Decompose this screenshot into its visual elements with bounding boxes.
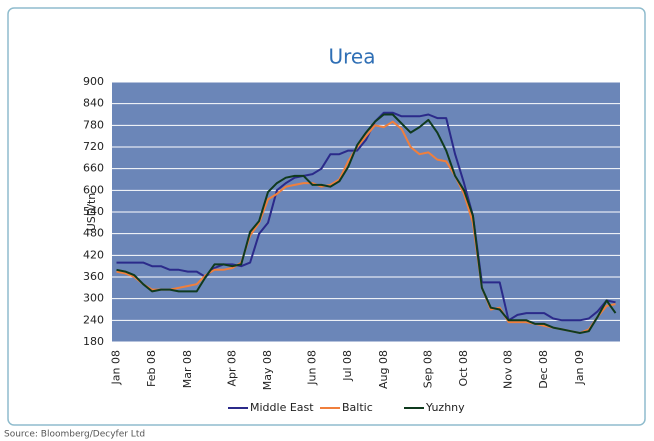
legend-label: Baltic bbox=[342, 401, 373, 414]
x-tick-label: Feb 08 bbox=[145, 350, 158, 387]
x-tick-label: Jan 08 bbox=[109, 350, 122, 385]
series-line bbox=[116, 113, 617, 334]
y-tick-label: 540 bbox=[83, 205, 104, 218]
x-tick-label: Aug 08 bbox=[377, 350, 390, 389]
y-tick-label: 900 bbox=[83, 75, 104, 88]
y-tick-label: 420 bbox=[83, 248, 104, 261]
y-tick-label: 180 bbox=[83, 335, 104, 348]
x-tick-label: Sep 08 bbox=[421, 350, 434, 388]
y-tick-label: 840 bbox=[83, 97, 104, 110]
x-tick-label: Nov 08 bbox=[502, 350, 515, 389]
y-tick-label: 780 bbox=[83, 118, 104, 131]
x-tick-label: Apr 08 bbox=[225, 350, 238, 387]
x-tick-label: Jan 09 bbox=[573, 350, 586, 385]
x-tick-label: Oct 08 bbox=[457, 350, 470, 387]
y-tick-label: 300 bbox=[83, 292, 104, 305]
legend-label: Yuzhny bbox=[425, 401, 465, 414]
source: Source: Bloomberg/Decyfer Ltd bbox=[4, 430, 145, 440]
x-tick-label: Dec 08 bbox=[537, 350, 550, 389]
x-tick-label: May 08 bbox=[261, 350, 274, 390]
y-tick-label: 600 bbox=[83, 183, 104, 196]
y-axis-label: USD/tn bbox=[85, 193, 98, 232]
chart-title: Urea bbox=[329, 45, 376, 69]
legend-label: Middle East bbox=[250, 401, 314, 414]
x-tick-label: Mar 08 bbox=[181, 350, 194, 388]
series-line bbox=[116, 111, 616, 322]
y-tick-label: 720 bbox=[83, 140, 104, 153]
y-tick-label: 240 bbox=[83, 313, 104, 326]
x-tick-label: Jul 08 bbox=[341, 350, 354, 382]
y-tick-label: 480 bbox=[83, 227, 104, 240]
x-tick-label: Jun 08 bbox=[306, 350, 319, 386]
y-tick-label: 360 bbox=[83, 270, 104, 283]
y-tick-label: 660 bbox=[83, 162, 104, 175]
